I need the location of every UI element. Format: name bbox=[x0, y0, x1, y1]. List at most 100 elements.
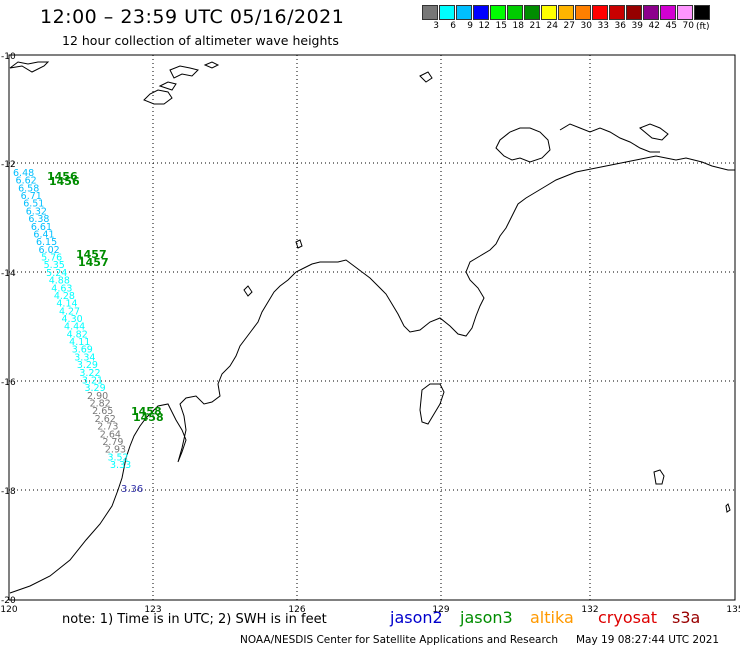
track-value: 3.22 bbox=[79, 368, 100, 379]
scale-color-box bbox=[439, 5, 455, 20]
island-timor-west bbox=[143, 89, 173, 105]
island-small-6 bbox=[295, 239, 303, 249]
scale-label: 9 bbox=[467, 21, 473, 31]
track-value: 4.63 bbox=[51, 283, 72, 294]
scale-color-box bbox=[609, 5, 625, 20]
latitude-label: -10 bbox=[1, 52, 16, 62]
island-small-3 bbox=[419, 71, 433, 83]
latitude-label: -14 bbox=[1, 269, 16, 279]
island-small-1 bbox=[158, 81, 177, 91]
track-value: 3.69 bbox=[72, 345, 93, 356]
track-value: 5.24 bbox=[46, 268, 67, 279]
track-value: 2.79 bbox=[102, 437, 123, 448]
pass-time-label: 1458 bbox=[133, 411, 164, 424]
longitude-label: 126 bbox=[288, 605, 305, 615]
scale-label: 15 bbox=[495, 21, 507, 31]
island-small-4 bbox=[653, 469, 665, 485]
scale-labels: 3 6 9 12 15 18 21 24 27 30 33 36 39 42 45 70 (ft) bbox=[422, 21, 711, 32]
map-subtitle: 12 hour collection of altimeter wave hei… bbox=[62, 33, 339, 48]
track-value: 2.93 bbox=[105, 445, 126, 456]
track-value: 2.65 bbox=[92, 406, 113, 417]
scale-color-box bbox=[422, 5, 438, 20]
track-value: 6.48 bbox=[13, 168, 34, 179]
scale-label: 45 bbox=[665, 21, 677, 31]
satellite-track: 6.486.626.586.716.516.326.386.616.416.15… bbox=[13, 168, 131, 471]
scale-label: 39 bbox=[631, 21, 643, 31]
scale-color-box bbox=[626, 5, 642, 20]
scale-color-box bbox=[473, 5, 489, 20]
footnote: note: 1) Time is in UTC; 2) SWH is in fe… bbox=[62, 612, 327, 627]
scale-color-box bbox=[456, 5, 472, 20]
track-value: 4.28 bbox=[54, 291, 75, 302]
track-value: 4.14 bbox=[56, 299, 77, 310]
track-value: 2.90 bbox=[87, 391, 108, 402]
track-value: 6.38 bbox=[28, 214, 49, 225]
credit-line: NOAA/NESDIS Center for Satellite Applica… bbox=[240, 634, 719, 646]
scale-color-box bbox=[507, 5, 523, 20]
scale-unit: (ft) bbox=[696, 22, 710, 32]
scale-color-box bbox=[490, 5, 506, 20]
scale-label: 70 bbox=[682, 21, 694, 31]
track-value: 6.51 bbox=[23, 199, 44, 210]
track-value: 5.35 bbox=[44, 260, 65, 271]
track-value: 6.71 bbox=[21, 191, 42, 202]
scale-color-box bbox=[660, 5, 676, 20]
track-value: 3.29 bbox=[77, 360, 98, 371]
track-value: 4.30 bbox=[62, 314, 83, 325]
scale-label: 6 bbox=[450, 21, 456, 31]
scale-label: 27 bbox=[563, 21, 575, 31]
island-flores bbox=[169, 65, 199, 79]
island-sumba bbox=[9, 61, 50, 73]
scale-color-boxes bbox=[422, 5, 711, 20]
track-value: 3.34 bbox=[74, 352, 95, 363]
track-value: 3.21 bbox=[82, 375, 103, 386]
track-value: 3.33 bbox=[110, 460, 131, 471]
island-wessel bbox=[639, 123, 669, 141]
track-end-value: 3.36 bbox=[121, 484, 143, 495]
pass-time-label: 1456 bbox=[49, 175, 80, 188]
melville-bathurst-island bbox=[495, 127, 551, 163]
scale-color-box bbox=[592, 5, 608, 20]
track-value: 4.88 bbox=[49, 276, 70, 287]
satellite-legend-s3a: s3a bbox=[672, 608, 701, 627]
track-value: 6.02 bbox=[39, 245, 60, 256]
scale-label: 36 bbox=[614, 21, 626, 31]
track-value: 6.62 bbox=[16, 176, 37, 187]
track-value: 4.11 bbox=[69, 337, 90, 348]
track-value: 3.29 bbox=[84, 383, 105, 394]
latitude-label: -18 bbox=[1, 487, 16, 497]
track-value: 2.62 bbox=[95, 414, 116, 425]
pass-time-label: 1458 bbox=[131, 405, 162, 418]
scale-color-box bbox=[524, 5, 540, 20]
island-small-5 bbox=[243, 285, 253, 297]
map-title: 12:00 – 23:59 UTC 05/16/2021 bbox=[40, 6, 345, 28]
coastline bbox=[9, 61, 735, 594]
longitude-label: 129 bbox=[432, 605, 449, 615]
satellite-legend-altika: altika bbox=[530, 608, 574, 627]
map-frame bbox=[8, 54, 736, 601]
credit-text: NOAA/NESDIS Center for Satellite Applica… bbox=[240, 634, 558, 646]
longitude-label: 132 bbox=[581, 605, 598, 615]
track-value: 4.27 bbox=[59, 306, 80, 317]
track-value: 2.82 bbox=[90, 399, 111, 410]
track-value: 3.52 bbox=[107, 452, 128, 463]
track-value: 6.41 bbox=[33, 229, 54, 240]
track-value: 6.32 bbox=[26, 206, 47, 217]
pass-time-label: 1457 bbox=[76, 248, 107, 261]
scale-color-box bbox=[694, 5, 710, 20]
scale-color-box bbox=[643, 5, 659, 20]
scale-label: 12 bbox=[478, 21, 490, 31]
track-value: 4.44 bbox=[64, 322, 85, 333]
graticule-grid bbox=[9, 55, 735, 600]
scale-color-box bbox=[558, 5, 574, 20]
satellite-legend-jason2: jason2 bbox=[390, 608, 443, 627]
arnhem-north-coast bbox=[559, 123, 660, 153]
latitude-label: -20 bbox=[1, 596, 16, 606]
scale-color-box bbox=[541, 5, 557, 20]
track-value: 6.58 bbox=[18, 183, 39, 194]
track-value: 5.76 bbox=[41, 253, 62, 264]
scale-color-box bbox=[575, 5, 591, 20]
